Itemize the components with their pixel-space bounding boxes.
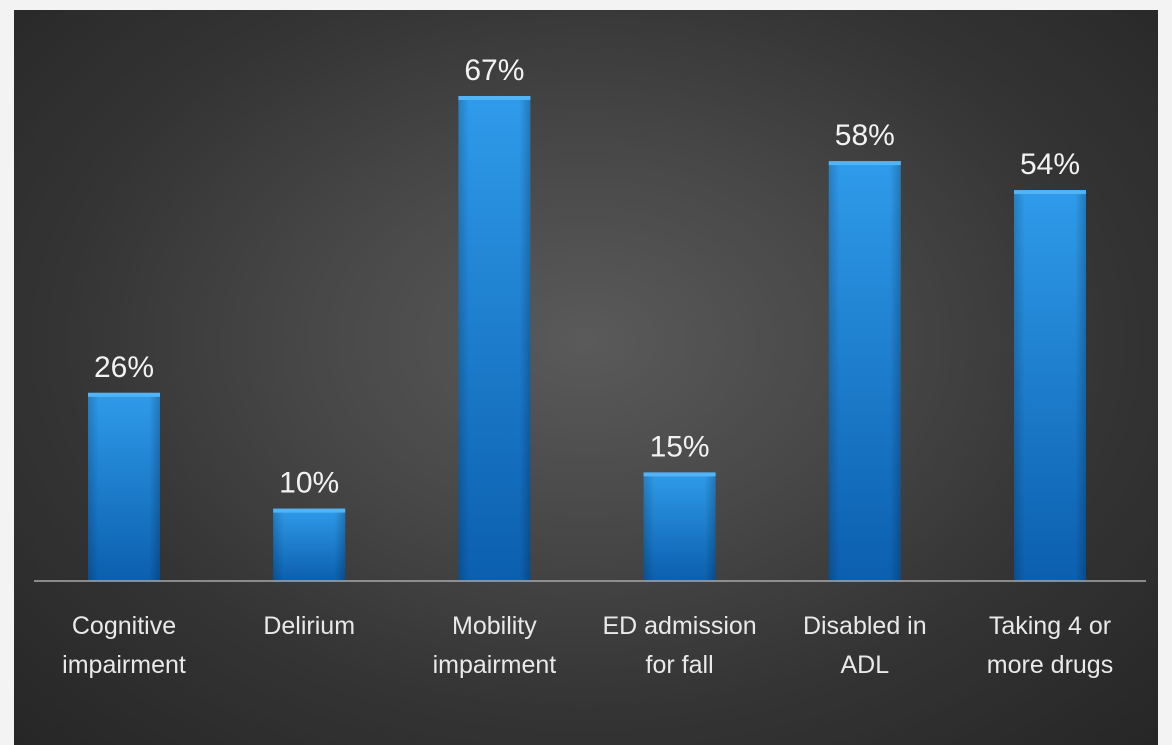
bar-shading-0 [88,392,160,581]
data-label-2: 67% [464,54,524,87]
bar-shading-3 [643,472,716,581]
category-label-2-line-1: impairment [433,651,557,679]
data-label-1: 10% [279,467,339,500]
category-label-4-line-0: Disabled in [803,612,927,640]
data-label-4: 58% [835,119,895,152]
bar-cap-0 [88,392,160,397]
data-label-0: 26% [94,351,154,384]
category-label-2-line-0: Mobility [452,612,537,640]
bar-shading-5 [1014,190,1086,581]
bar-cap-2 [458,96,531,100]
bar-shading-4 [828,161,901,582]
bar-cap-1 [273,508,346,513]
category-label-3-line-0: ED admission [602,612,756,640]
bars-group [88,96,1086,582]
bar-cap-5 [1014,190,1086,195]
chart-background [14,10,1158,745]
data-label-5: 54% [1020,148,1080,181]
category-label-5-line-1: more drugs [987,651,1113,679]
data-label-3: 15% [650,430,710,463]
category-label-4-line-1: ADL [840,651,889,679]
labels-group: 26% Cognitive impairment 10% Delirium 67% Mobi… [62,54,1113,679]
bar-cap-3 [643,472,716,477]
bar-cap-4 [828,161,901,166]
bar-shading-1 [273,508,346,581]
category-label-3-line-1: for fall [646,651,714,679]
category-label-5-line-0: Taking 4 or [989,612,1111,640]
category-label-0-line-0: Cognitive [72,612,176,640]
category-label-0-line-1: impairment [62,651,186,679]
category-label-1-line-0: Delirium [263,612,355,640]
bar-shading-2 [458,96,531,581]
